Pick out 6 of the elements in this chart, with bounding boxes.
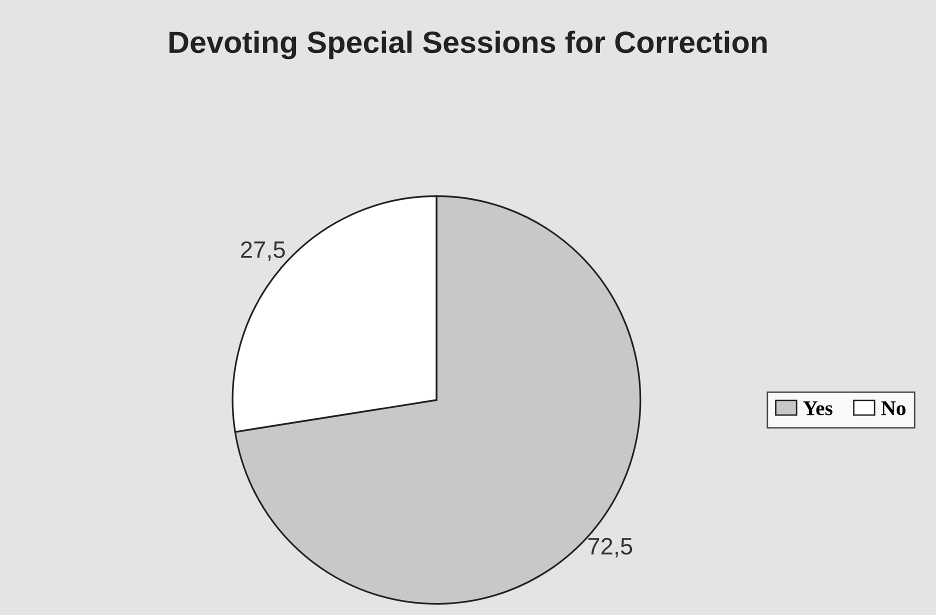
pie-slice	[234, 195, 642, 605]
legend-label: No	[881, 401, 906, 416]
data-label: 27,5	[241, 241, 285, 261]
data-label: 72,5	[588, 538, 632, 558]
legend-label: Yes	[803, 401, 832, 416]
chart-title: Devoting Special Sessions for Correction	[170, 30, 767, 60]
